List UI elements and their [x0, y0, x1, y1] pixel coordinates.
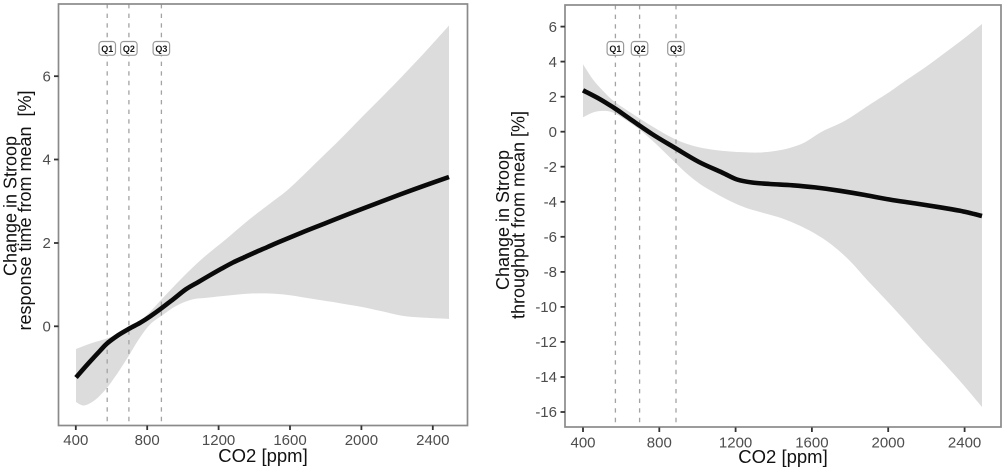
svg-text:2: 2	[42, 235, 50, 252]
svg-text:1200: 1200	[202, 432, 235, 449]
svg-text:0: 0	[549, 124, 557, 141]
svg-text:throughput from mean [%]: throughput from mean [%]	[509, 111, 529, 319]
svg-text:-16: -16	[535, 404, 557, 421]
svg-text:Change in Stroop: Change in Stroop	[1, 136, 21, 276]
svg-text:-10: -10	[535, 299, 557, 316]
svg-text:1200: 1200	[719, 435, 752, 452]
svg-text:CO2 [ppm]: CO2 [ppm]	[218, 445, 307, 466]
svg-text:Q2: Q2	[123, 44, 135, 54]
svg-text:4: 4	[42, 152, 50, 169]
svg-text:2400: 2400	[948, 435, 981, 452]
svg-text:2: 2	[549, 89, 557, 106]
svg-text:-8: -8	[544, 264, 557, 281]
svg-text:-14: -14	[535, 369, 557, 386]
svg-text:Q2: Q2	[634, 44, 646, 54]
svg-text:4: 4	[549, 54, 557, 71]
svg-text:Q1: Q1	[609, 44, 621, 54]
svg-text:1600: 1600	[795, 435, 828, 452]
svg-text:Change in Stroop: Change in Stroop	[493, 150, 513, 290]
svg-text:800: 800	[135, 432, 160, 449]
svg-text:-2: -2	[544, 159, 557, 176]
svg-text:0: 0	[42, 319, 50, 336]
svg-text:6: 6	[42, 68, 50, 85]
svg-text:Q1: Q1	[101, 44, 113, 54]
svg-text:response time from mean [%]: response time from mean [%]	[15, 90, 35, 330]
svg-text:2400: 2400	[416, 432, 449, 449]
svg-text:Q3: Q3	[155, 44, 167, 54]
svg-text:CO2 [ppm]: CO2 [ppm]	[738, 446, 827, 467]
svg-text:-4: -4	[544, 194, 557, 211]
svg-text:800: 800	[647, 435, 672, 452]
svg-text:6: 6	[549, 19, 557, 36]
svg-text:1600: 1600	[273, 432, 306, 449]
svg-text:2000: 2000	[345, 432, 378, 449]
svg-text:-12: -12	[535, 334, 557, 351]
svg-text:Q3: Q3	[670, 44, 682, 54]
svg-text:2000: 2000	[872, 435, 905, 452]
svg-text:400: 400	[63, 432, 88, 449]
svg-text:400: 400	[570, 435, 595, 452]
svg-text:-6: -6	[544, 229, 557, 246]
